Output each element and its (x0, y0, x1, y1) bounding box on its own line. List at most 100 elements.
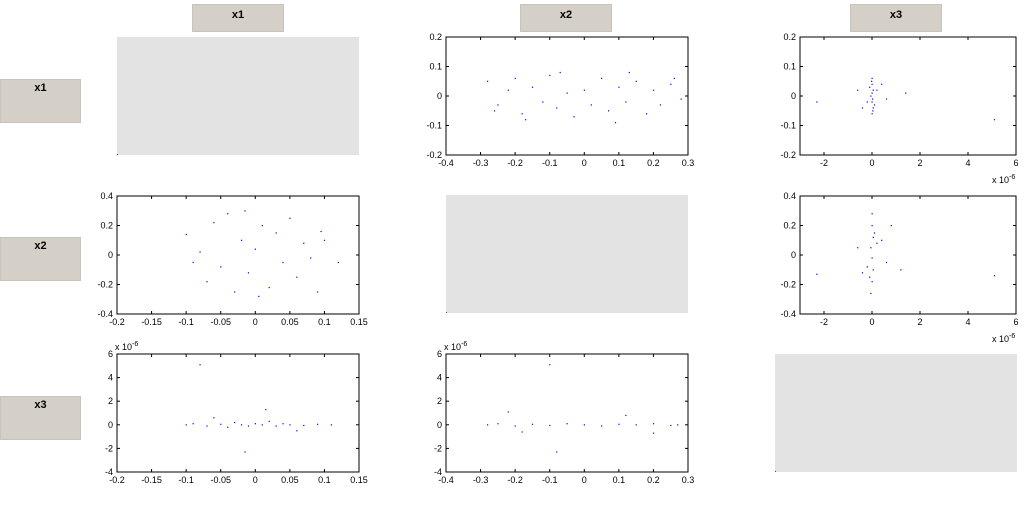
scatter-point (192, 261, 194, 264)
scatter-point (497, 423, 499, 425)
x-tick-label: 0.1 (318, 317, 331, 327)
scatter-point (521, 113, 523, 115)
scatter-point (659, 104, 662, 106)
y-tick-label: -2 (105, 443, 113, 453)
scatter-point (303, 242, 305, 244)
scatter-point (871, 83, 873, 85)
scatter-point (227, 426, 229, 428)
scatter-point (234, 421, 236, 424)
x-exponent-label: x 10-6 (992, 174, 1015, 185)
scatter-point (614, 122, 617, 124)
y-tick-label: 0.2 (783, 32, 796, 42)
scatter-point (872, 107, 874, 109)
scatter-point (876, 242, 878, 244)
x-tick-label: 0 (582, 158, 587, 168)
scatter-point (670, 424, 672, 427)
scatter-point (258, 295, 260, 297)
scatter-point (275, 425, 277, 427)
scatter-point (873, 104, 876, 106)
y-tick-label: -0.2 (97, 280, 113, 290)
y-tick-label: 0 (437, 91, 442, 101)
scatter-point (905, 92, 907, 94)
scatter-point (601, 77, 603, 79)
x-tick-label: 0.1 (613, 158, 626, 168)
scatter-point (542, 101, 544, 103)
x-tick-label: -0.2 (507, 475, 523, 485)
x-tick-label: 0 (869, 158, 874, 168)
y-tick-label: 0.1 (429, 62, 442, 72)
scatter-point (254, 423, 256, 425)
scatter-point (549, 74, 551, 77)
column-header-label: x3 (889, 9, 903, 21)
y-tick-label: 6 (108, 349, 113, 359)
scatter-point (289, 424, 291, 426)
x-tick-label: 0 (869, 317, 874, 327)
column-header-label: x1 (231, 9, 245, 21)
scatter-point (993, 275, 996, 277)
scatter-point (861, 272, 864, 274)
x-tick-label: 0.15 (350, 475, 368, 485)
scatter-point (625, 414, 627, 417)
scatter-point (635, 80, 637, 82)
scatter-point (310, 257, 312, 259)
y-tick-label: 0.4 (783, 191, 796, 201)
y-tick-label: -4 (434, 467, 442, 477)
y-tick-label: 0.2 (100, 221, 113, 231)
scatter-point (870, 95, 872, 97)
y-tick-label: 6 (437, 349, 442, 359)
x-tick-label: 4 (965, 317, 970, 327)
scatter-point (213, 222, 215, 224)
scatter-point (234, 291, 236, 293)
scatter-point (993, 119, 996, 121)
scatter-point (652, 89, 655, 91)
scatter-point (866, 101, 868, 103)
x-tick-label: 0 (582, 475, 587, 485)
x-tick-label: 0.15 (350, 317, 368, 327)
x-exponent-label: x 10-6 (992, 333, 1015, 344)
x-tick-label: -0.2 (109, 317, 125, 327)
x-tick-label: 0 (253, 475, 258, 485)
scatter-point (244, 451, 246, 453)
y-tick-label: 0.1 (783, 62, 796, 72)
scatter-point (199, 364, 201, 366)
scatter-point (583, 89, 585, 91)
y-tick-label: 4 (437, 373, 442, 383)
scatter-point (486, 80, 489, 82)
empty-panel-x3-x3 (775, 354, 1017, 472)
x-tick-label: -0.2 (507, 158, 523, 168)
column-header-x3: x3 (850, 4, 942, 32)
scatter-point (323, 239, 326, 241)
row-header-x2: x2 (0, 237, 81, 281)
scatter-point (227, 213, 229, 215)
scatter-point (816, 101, 818, 103)
scatter-point (192, 423, 194, 425)
x-tick-label: -0.4 (438, 475, 454, 485)
scatter-point (590, 104, 592, 106)
y-tick-label: -0.2 (780, 150, 796, 160)
scatter-point (247, 272, 250, 274)
x-tick-label: -0.3 (473, 475, 489, 485)
scatter-point (871, 257, 873, 259)
empty-panel-x2-x2 (446, 195, 688, 313)
scatter-point (244, 210, 246, 212)
x-tick-label: -0.15 (141, 475, 162, 485)
x-tick-label: -2 (820, 158, 828, 168)
scatter-point (583, 424, 585, 426)
scatter-point (677, 424, 679, 426)
y-exponent-label: x 10-6 (115, 341, 138, 352)
scatter-point (261, 225, 263, 227)
scatter-point (303, 424, 305, 427)
x-tick-label: -0.2 (109, 475, 125, 485)
scatter-point (871, 80, 873, 82)
scatter-x2-vs-x1: -0.4 -0.3 -0.2 -0.1 0 0.1 0.2 0.3 0.2 0.1 0 -0.1 -0.… (426, 32, 694, 168)
scatter-point (549, 424, 551, 427)
scatter-point (317, 291, 319, 293)
y-tick-label: 2 (108, 396, 113, 406)
x-tick-label: 0.3 (682, 475, 695, 485)
y-tick-label: 0 (791, 250, 796, 260)
y-tick-label: -0.4 (97, 309, 113, 319)
scatter-point (607, 110, 610, 112)
scatter-point (486, 424, 489, 426)
scatter-point (185, 424, 187, 426)
scatter-point (213, 417, 215, 419)
